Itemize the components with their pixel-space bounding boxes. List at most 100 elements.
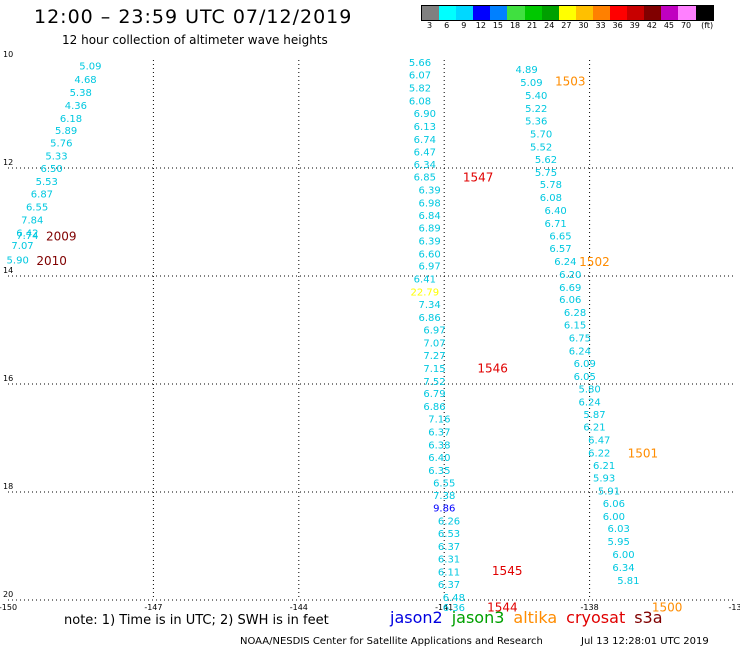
wave-height-value: 6.97 bbox=[423, 325, 445, 336]
wave-height-value: 6.06 bbox=[603, 499, 625, 510]
wave-height-value: 5.38 bbox=[70, 88, 92, 99]
wave-height-value: 6.21 bbox=[583, 423, 605, 434]
wave-height-value: 5.89 bbox=[55, 126, 77, 137]
wave-height-value: 6.69 bbox=[559, 283, 581, 294]
wave-height-value: 6.00 bbox=[612, 550, 634, 561]
wave-height-value: 6.20 bbox=[559, 270, 581, 281]
color-scale-tick-label: 39 bbox=[629, 21, 640, 30]
wave-height-value: 6.07 bbox=[409, 71, 431, 82]
color-scale-tick-label: 33 bbox=[595, 21, 606, 30]
wave-height-value: 6.36 bbox=[443, 603, 465, 614]
wave-height-value: 6.22 bbox=[588, 449, 610, 460]
wave-height-value: 6.08 bbox=[409, 97, 431, 108]
wave-height-value: 5.80 bbox=[578, 384, 600, 395]
wave-height-value: 6.09 bbox=[574, 359, 596, 370]
wave-height-value: 5.76 bbox=[50, 139, 72, 150]
wave-height-value: 5.53 bbox=[36, 177, 58, 188]
wave-height-value: 4.36 bbox=[65, 101, 87, 112]
wave-height-value: 6.85 bbox=[414, 173, 436, 184]
wave-height-value: 6.65 bbox=[549, 232, 571, 243]
color-swatch bbox=[439, 6, 457, 20]
legend-item-jason2: jason2 bbox=[390, 608, 443, 627]
wave-height-value: 6.90 bbox=[414, 109, 436, 120]
color-swatch bbox=[644, 6, 662, 20]
wave-height-value: 6.15 bbox=[564, 321, 586, 332]
wave-height-value: 6.47 bbox=[588, 436, 610, 447]
wave-height-value: 6.40 bbox=[428, 453, 450, 464]
color-scale-tick-label: 27 bbox=[561, 21, 572, 30]
color-swatch bbox=[678, 6, 696, 20]
wave-height-value: 6.35 bbox=[428, 466, 450, 477]
wave-height-value: 5.95 bbox=[608, 537, 630, 548]
color-scale-tick-label: 18 bbox=[509, 21, 521, 30]
y-tick-label: 16 bbox=[3, 374, 13, 383]
pass-time-label: 1502 bbox=[579, 255, 610, 269]
x-tick-label: -147 bbox=[144, 603, 162, 612]
wave-height-value: 6.31 bbox=[438, 554, 460, 565]
color-scale-tick-label: 9 bbox=[461, 21, 467, 30]
wave-height-value: 5.82 bbox=[409, 84, 431, 95]
color-swatch bbox=[507, 6, 525, 20]
pass-time-label: 1544 bbox=[487, 601, 518, 615]
color-scale-labels: 3 6 9 12 15 18 21 24 27 30 33 36 39 42 45 70 (ft) bbox=[421, 21, 731, 33]
wave-height-value: 6.53 bbox=[438, 529, 460, 540]
wave-height-value: 5.33 bbox=[45, 152, 67, 163]
wave-height-value: 6.60 bbox=[419, 249, 441, 260]
pass-time-label: 1501 bbox=[628, 447, 659, 461]
color-swatch bbox=[541, 6, 559, 20]
color-scale-tick-label: (ft) bbox=[701, 21, 714, 30]
wave-height-value: 6.48 bbox=[443, 593, 465, 604]
pass-time-label: 2010 bbox=[36, 254, 67, 268]
wave-height-value: 6.75 bbox=[569, 334, 591, 345]
wave-height-value: 5.36 bbox=[525, 116, 547, 127]
wave-height-value: 6.79 bbox=[423, 389, 445, 400]
color-swatch bbox=[575, 6, 593, 20]
wave-height-value: 5.66 bbox=[409, 58, 431, 69]
color-scale-tick-label: 30 bbox=[578, 21, 589, 30]
wave-height-value: 6.98 bbox=[419, 199, 441, 210]
wave-height-value: 6.34 bbox=[414, 160, 436, 171]
pass-time-label: 1500 bbox=[652, 601, 683, 615]
wave-height-value: 4.68 bbox=[74, 75, 96, 86]
color-swatch bbox=[558, 6, 576, 20]
wave-height-value: 7.38 bbox=[433, 491, 455, 502]
x-tick-label: -13 bbox=[728, 603, 740, 612]
wave-height-value: 5.70 bbox=[530, 129, 552, 140]
legend-item-s3a: s3a bbox=[634, 608, 663, 627]
color-swatch bbox=[592, 6, 611, 20]
wave-height-value: 6.21 bbox=[593, 461, 615, 472]
wave-height-value: 6.38 bbox=[428, 440, 450, 451]
wave-height-value: 7.52 bbox=[423, 377, 445, 388]
wave-height-value: 5.75 bbox=[535, 168, 557, 179]
wave-height-value: 6.89 bbox=[419, 223, 441, 234]
wave-height-value: 6.55 bbox=[26, 202, 48, 213]
legend-item-jason3: jason3 bbox=[451, 608, 505, 627]
color-scale-tick-label: 70 bbox=[680, 21, 692, 30]
wave-height-value: 6.55 bbox=[433, 478, 455, 489]
wave-height-value: 6.71 bbox=[545, 219, 567, 230]
wave-height-value: 6.24 bbox=[569, 347, 591, 358]
pass-time-label: 1546 bbox=[477, 361, 508, 375]
color-scale-tick-label: 6 bbox=[444, 21, 450, 30]
wave-height-value: 6.37 bbox=[438, 580, 460, 591]
legend-item-cryosat: cryosat bbox=[566, 608, 626, 627]
color-scale-tick-label: 36 bbox=[612, 21, 623, 30]
wave-height-value: 6.57 bbox=[549, 244, 571, 255]
y-tick-label: 12 bbox=[3, 158, 13, 167]
wave-height-value: 6.03 bbox=[608, 524, 630, 535]
y-tick-label: 18 bbox=[3, 482, 13, 491]
color-scale-tick-label: 3 bbox=[427, 21, 433, 30]
color-scale-tick-label: 45 bbox=[663, 21, 675, 30]
wave-height-value: 6.37 bbox=[428, 428, 450, 439]
wave-height-value: 5.09 bbox=[520, 78, 542, 89]
wave-height-value: 6.18 bbox=[60, 114, 82, 125]
page-subtitle: 12 hour collection of altimeter wave hei… bbox=[62, 33, 328, 47]
wave-height-value: 6.00 bbox=[603, 512, 625, 523]
wave-height-value: 7.34 bbox=[419, 300, 441, 311]
wave-height-value: 5.87 bbox=[583, 410, 605, 421]
wave-height-value: 5.40 bbox=[525, 91, 547, 102]
wave-height-value: 6.74 bbox=[414, 135, 436, 146]
wave-height-value: 6.40 bbox=[545, 206, 567, 217]
